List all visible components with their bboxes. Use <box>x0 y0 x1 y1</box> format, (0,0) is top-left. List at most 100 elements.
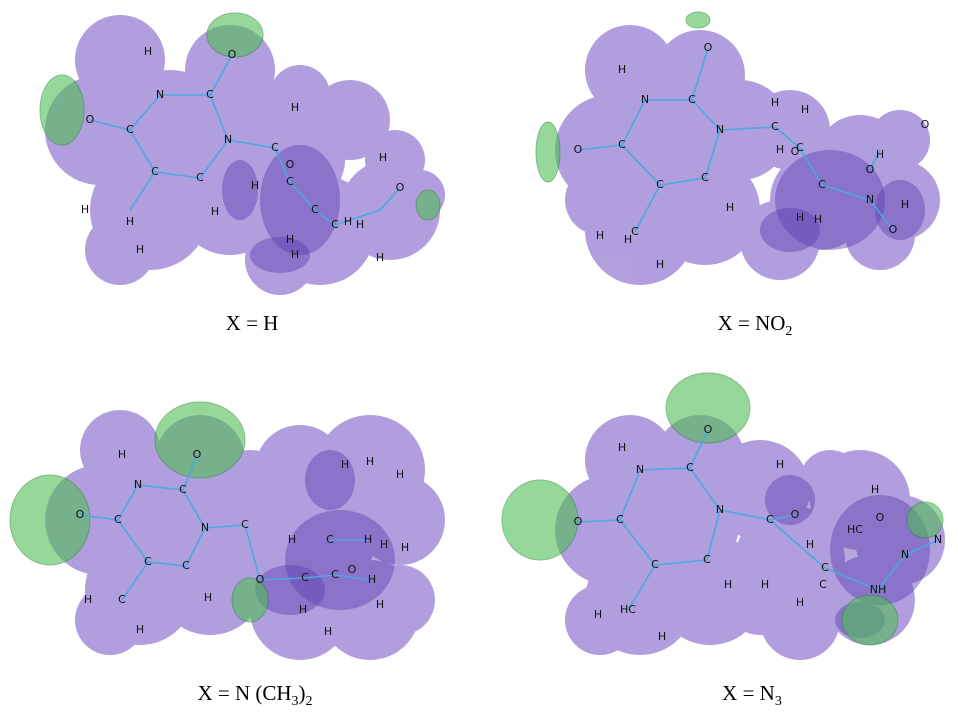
atom-label: H <box>618 63 626 76</box>
atom-label: H <box>726 201 734 214</box>
surface-lobe <box>725 565 795 635</box>
atom-label: C <box>118 593 126 606</box>
atom-label: C <box>331 218 339 231</box>
atom-label: H <box>776 143 784 156</box>
atom-label: H <box>776 458 784 471</box>
atom-label: O <box>76 508 85 521</box>
caption-subscript: 3 <box>775 694 782 709</box>
atom-label: C <box>651 558 659 571</box>
atom-label: H <box>84 593 92 606</box>
atom-label: H <box>806 538 814 551</box>
atom-label: C <box>331 568 339 581</box>
atom-label: H <box>814 213 822 226</box>
atom-label: N <box>201 521 209 534</box>
caption-text: X = NO <box>718 311 786 335</box>
atom-label: O <box>889 223 898 236</box>
atom-label: O <box>86 113 95 126</box>
atom-label: C <box>656 178 664 191</box>
atom-label: H <box>136 243 144 256</box>
atom-label: N <box>901 548 909 561</box>
atom-label: N <box>134 478 142 491</box>
atom-label: O <box>791 508 800 521</box>
atom-label: H <box>144 45 152 58</box>
atom-label: H <box>796 596 804 609</box>
atom-label: H <box>291 248 299 261</box>
atom-label: C <box>144 555 152 568</box>
atom-label: H <box>118 448 126 461</box>
green-region <box>40 75 84 145</box>
atom-label: NH <box>870 583 887 596</box>
caption-text: X = H <box>226 311 279 335</box>
atom-label: C <box>114 513 122 526</box>
atom-label: H <box>376 251 384 264</box>
atom-label: N <box>156 88 164 101</box>
atom-label: H <box>658 630 666 643</box>
atom-label: O <box>866 163 875 176</box>
atom-label: H <box>396 468 404 481</box>
atom-label: C <box>126 123 134 136</box>
atom-label: H <box>299 603 307 616</box>
surface-lobe <box>565 165 635 235</box>
atom-label: C <box>631 225 639 238</box>
green-region <box>842 595 898 645</box>
atom-label: C <box>616 513 624 526</box>
atom-label: H <box>871 483 879 496</box>
atom-label: O <box>228 48 237 61</box>
atom-label: H <box>324 625 332 638</box>
atom-label: H <box>801 103 809 116</box>
atom-label: C <box>771 120 779 133</box>
caption-text: ) <box>299 681 306 705</box>
atom-label: H <box>251 179 259 192</box>
green-region <box>502 480 578 560</box>
atom-label: N <box>716 123 724 136</box>
atom-label: H <box>724 578 732 591</box>
atom-label: H <box>901 198 909 211</box>
surface-fold <box>760 208 820 252</box>
atom-label: O <box>348 563 357 576</box>
green-region <box>686 12 710 28</box>
caption: X = N3 <box>722 681 782 709</box>
atom-label: O <box>921 118 930 131</box>
atom-label: H <box>81 203 89 216</box>
atom-label: H <box>618 441 626 454</box>
atom-label: C <box>618 138 626 151</box>
atom-label: C <box>271 141 279 154</box>
atom-label: H <box>656 258 664 271</box>
atom-label: H <box>596 229 604 242</box>
atom-label: O <box>704 41 713 54</box>
atom-label: H <box>594 608 602 621</box>
atom-label: H <box>286 233 294 246</box>
atom-label: H <box>368 573 376 586</box>
atom-label: HC <box>847 523 863 536</box>
atom-label: C <box>301 571 309 584</box>
atom-label: H <box>341 458 349 471</box>
green-region <box>155 402 245 478</box>
atom-label: HC <box>620 603 636 616</box>
atom-label: O <box>574 515 583 528</box>
atom-label: O <box>704 423 713 436</box>
atom-label: N <box>866 193 874 206</box>
atom-label: C <box>688 93 696 106</box>
atom-label: C <box>766 513 774 526</box>
atom-label: H <box>796 211 804 224</box>
atom-label: C <box>206 88 214 101</box>
surface-lobe <box>85 215 155 285</box>
atom-label: N <box>224 133 232 146</box>
atom-label: H <box>364 533 372 546</box>
caption-subscript: 2 <box>785 324 792 339</box>
atom-label: H <box>356 218 364 231</box>
atom-label: H <box>376 598 384 611</box>
surface-fold <box>250 237 310 273</box>
atom-label: C <box>182 559 190 572</box>
atom-label: C <box>311 203 319 216</box>
atom-label: C <box>821 561 829 574</box>
atom-label: O <box>286 158 295 171</box>
atom-label: H <box>379 151 387 164</box>
atom-label: H <box>380 538 388 551</box>
atom-label: O <box>574 143 583 156</box>
atom-label: C <box>703 553 711 566</box>
atom-label: H <box>211 205 219 218</box>
caption: X = H <box>226 311 279 335</box>
atom-label: C <box>196 171 204 184</box>
atom-label: H <box>136 623 144 636</box>
